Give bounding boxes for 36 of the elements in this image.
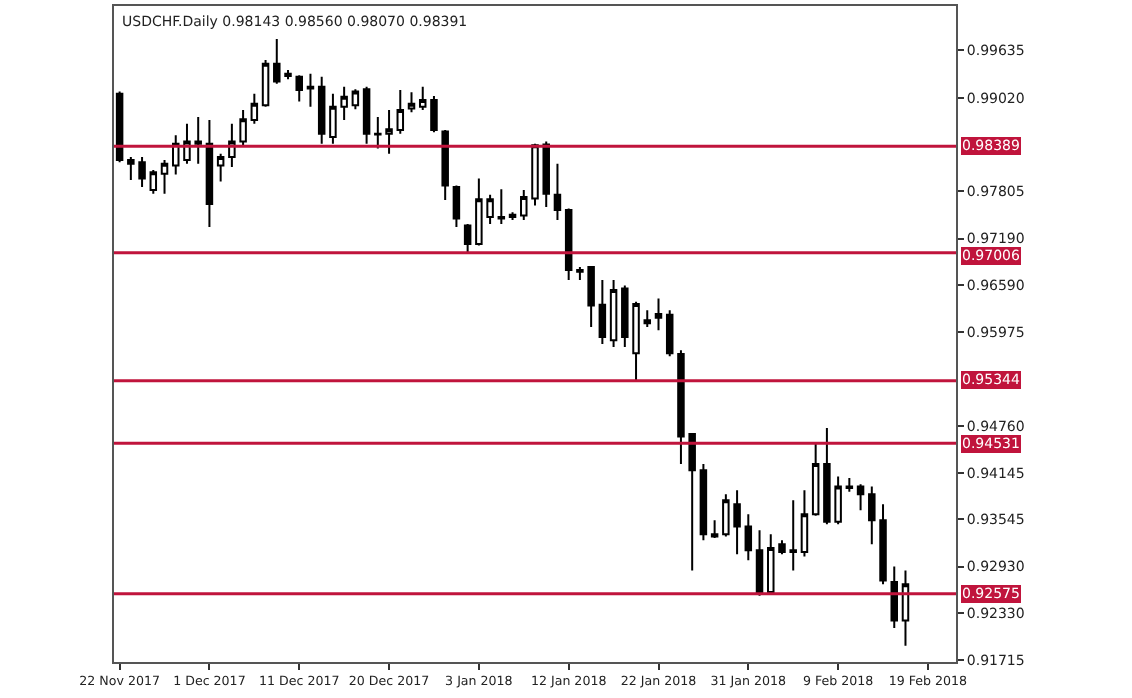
candlestick: [430, 95, 438, 134]
candlestick: [665, 309, 674, 358]
candlestick: [250, 92, 259, 125]
candlestick: [564, 207, 573, 282]
candlestick: [452, 184, 461, 228]
candlestick: [800, 489, 809, 558]
candlestick: [856, 483, 865, 512]
candlestick: [497, 188, 506, 225]
candlestick: [901, 569, 910, 647]
candlestick: [351, 88, 360, 111]
candlestick: [362, 85, 371, 145]
candlestick: [609, 279, 618, 349]
candlestick: [463, 222, 472, 255]
candlestick: [396, 88, 405, 135]
candlestick: [811, 443, 820, 517]
candlestick: [261, 58, 270, 108]
candlestick: [890, 565, 898, 630]
candlestick: [699, 463, 708, 542]
candlestick: [508, 211, 517, 222]
candlestick: [755, 529, 764, 597]
candlestick: [149, 169, 158, 195]
candlestick: [643, 309, 652, 329]
candlestick: [598, 279, 607, 345]
candlestick: [407, 91, 416, 114]
candlestick: [654, 297, 663, 332]
candlestick: [205, 118, 214, 228]
candlestick: [845, 476, 854, 493]
candlestick: [710, 519, 719, 540]
candlestick: [306, 72, 315, 108]
candlestick: [441, 128, 449, 202]
candlestick: [216, 152, 225, 183]
candlestick: [317, 75, 326, 145]
candlestick: [553, 162, 562, 222]
candlestick: [160, 159, 169, 195]
candlestick: [418, 85, 427, 111]
candlestick: [744, 513, 753, 562]
